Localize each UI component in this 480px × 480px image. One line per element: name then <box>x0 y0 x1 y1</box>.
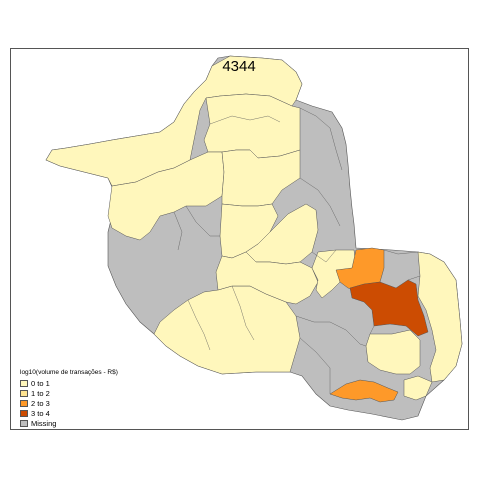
legend-item: 0 to 1 <box>20 378 118 388</box>
region-south-central <box>215 251 319 305</box>
legend-label: 0 to 1 <box>31 378 50 388</box>
map-title: 4344 <box>222 58 256 75</box>
legend-item: 1 to 2 <box>20 388 118 398</box>
legend-swatch <box>20 419 28 427</box>
legend-item: Missing <box>20 418 118 428</box>
legend-label: Missing <box>31 418 57 428</box>
legend-swatch <box>20 399 28 407</box>
region-central-1 <box>221 149 301 207</box>
legend-swatch <box>20 379 28 387</box>
region-west-1 <box>107 151 225 241</box>
region-orange-east <box>335 247 385 291</box>
map-legend: log10(volume de transações - R$) 0 to 1 … <box>20 369 118 428</box>
region-east-2 <box>417 251 463 383</box>
legend-item: 3 to 4 <box>20 408 118 418</box>
legend-swatch <box>20 409 28 417</box>
region-southeast-2 <box>403 375 433 401</box>
region-north-2 <box>203 93 301 159</box>
legend-label: 1 to 2 <box>31 388 50 398</box>
legend-label: 2 to 3 <box>31 398 50 408</box>
legend-item: 2 to 3 <box>20 398 118 408</box>
region-southeast-1 <box>365 329 421 375</box>
legend-swatch <box>20 389 28 397</box>
region-darkorange-east <box>349 279 429 337</box>
region-orange-south <box>329 379 399 403</box>
region-east-1 <box>311 249 357 299</box>
legend-title: log10(volume de transações - R$) <box>20 369 118 376</box>
legend-label: 3 to 4 <box>31 408 50 418</box>
